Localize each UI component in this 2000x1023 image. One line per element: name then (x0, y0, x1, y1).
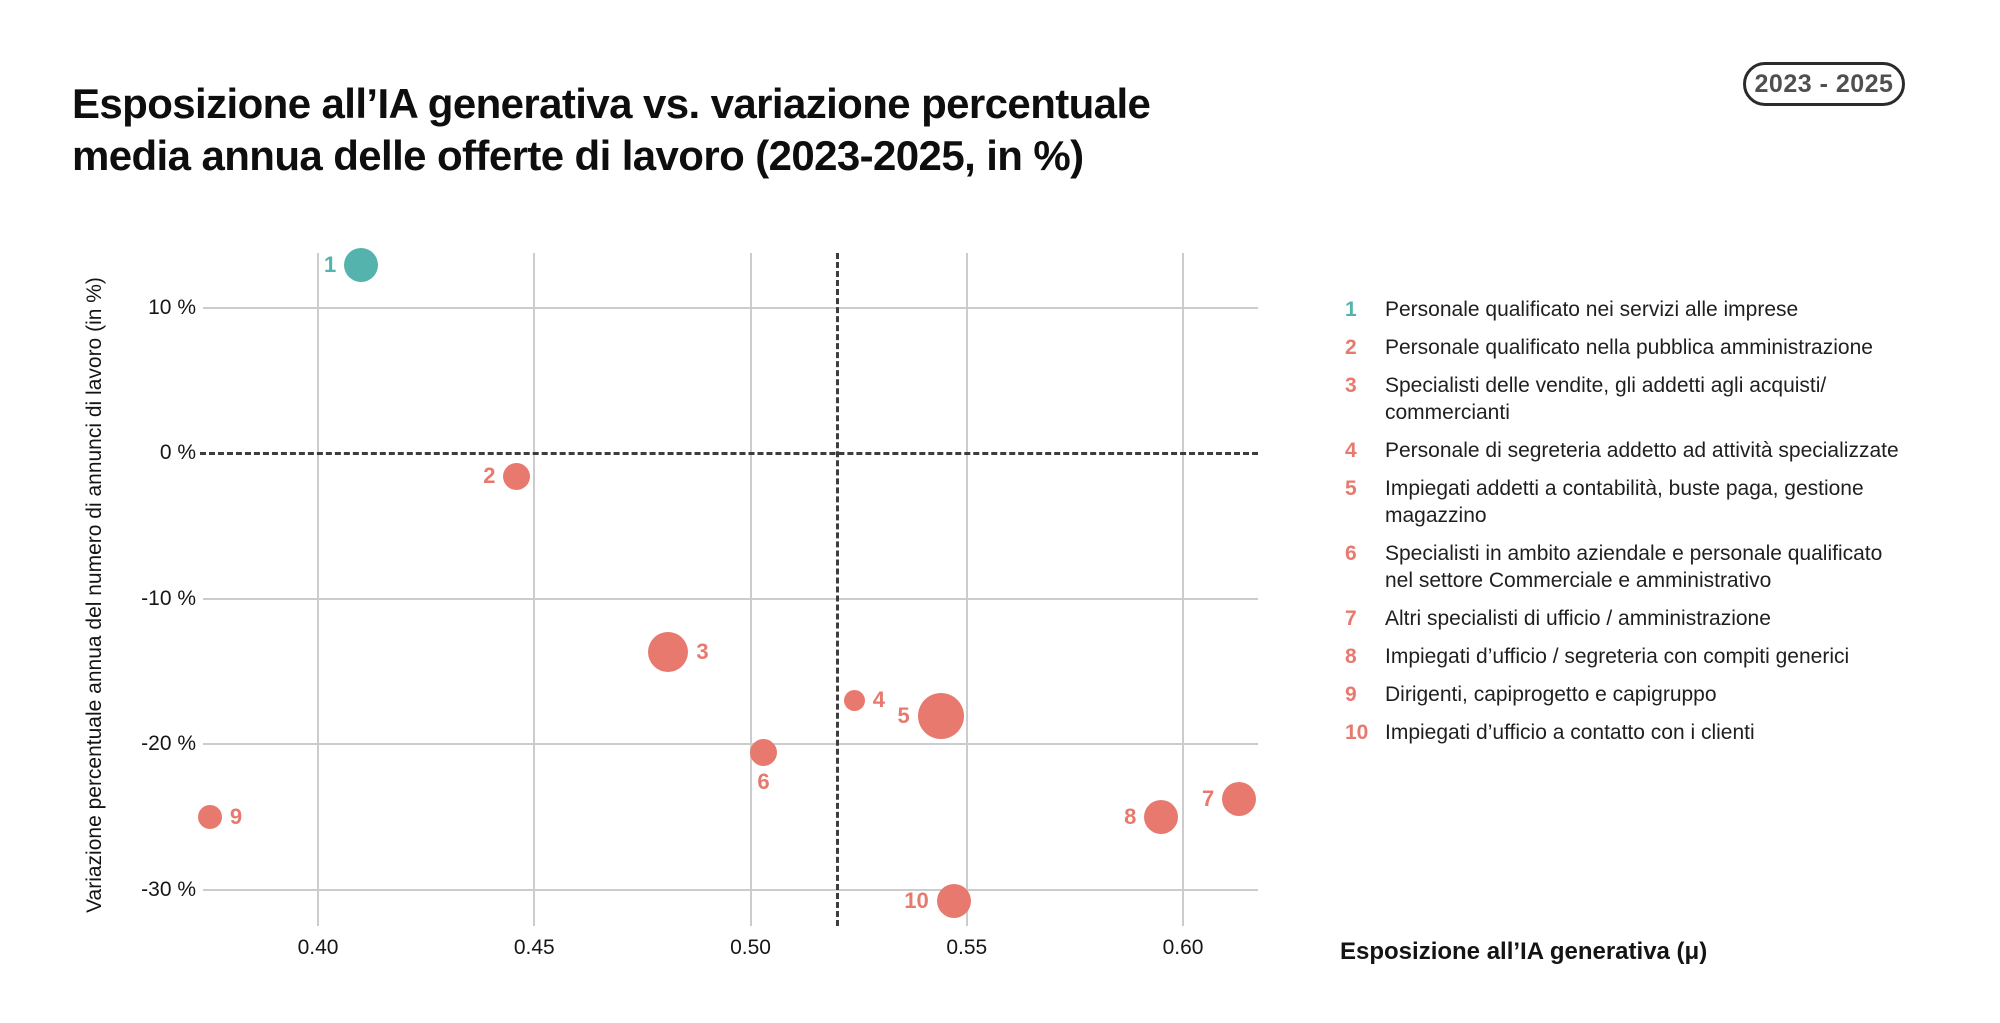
page-title-line1: Esposizione all’IA generativa vs. variaz… (72, 80, 1151, 128)
x-tick-label: 0.45 (513, 936, 555, 959)
legend-item-number: 9 (1345, 683, 1357, 706)
x-axis-label: Esposizione all’IA generativa (μ) (1340, 938, 1708, 965)
legend-item-6: 6 Specialisti in ambito aziendale e perso… (1345, 540, 1985, 594)
point-label-4: 4 (872, 687, 886, 713)
gridline-vertical (533, 253, 536, 926)
gridline-horizontal (203, 888, 1258, 891)
bubble-3 (648, 632, 689, 673)
legend-item-label: Specialisti delle vendite, gli addetti a… (1385, 374, 1827, 424)
legend-item-10: 10 Impiegati d’ufficio a contatto con i c… (1345, 719, 1985, 746)
legend-item-4: 4 Personale di segreteria addetto ad atti… (1345, 437, 1985, 464)
gridline-vertical (317, 253, 319, 926)
legend-item-number: 7 (1345, 607, 1357, 630)
legend: 1 Personale qualificato nei servizi alle … (1345, 296, 1985, 757)
x-tick-label: 0.50 (730, 936, 771, 959)
gridline-horizontal (203, 597, 1258, 600)
point-label-6: 6 (757, 769, 770, 795)
legend-item-9: 9 Dirigenti, capiprogetto e capigruppo (1345, 681, 1985, 708)
gridline-vertical (965, 253, 968, 926)
legend-item-number: 5 (1345, 477, 1357, 500)
legend-item-label: Specialisti in ambito aziendale e person… (1385, 542, 1883, 592)
legend-item-7: 7 Altri specialisti di ufficio / amminist… (1345, 605, 1985, 632)
legend-item-label: Personale qualificato nella pubblica amm… (1385, 336, 1873, 359)
legend-item-number: 3 (1345, 374, 1357, 397)
zero-reference-line (200, 451, 1258, 455)
x-tick-label: 0.60 (1162, 936, 1204, 959)
bubble-7 (1222, 782, 1257, 817)
legend-item-label: Personale qualificato nei servizi alle i… (1385, 298, 1799, 321)
bubble-1 (344, 248, 379, 283)
point-label-9: 9 (229, 803, 243, 829)
legend-item-number: 1 (1345, 298, 1357, 321)
legend-item-label: Dirigenti, capiprogetto e capigruppo (1385, 683, 1717, 706)
legend-item-number: 4 (1345, 439, 1357, 462)
gridline-horizontal (203, 306, 1258, 309)
y-tick-label: -20 % (141, 732, 196, 755)
point-label-8: 8 (1124, 803, 1137, 829)
y-tick-label: 10 % (148, 295, 196, 319)
legend-item-number: 6 (1345, 542, 1357, 565)
legend-item-8: 8 Impiegati d’ufficio / segreteria con co… (1345, 643, 1985, 670)
gridline-horizontal (203, 743, 1258, 745)
y-tick-label: -10 % (141, 586, 196, 610)
gridline-vertical (749, 253, 752, 926)
page-title: Esposizione all’IA generativa vs. variaz… (72, 78, 1151, 182)
legend-item-2: 2 Personale qualificato nella pubblica am… (1345, 334, 1985, 361)
legend-item-label: Impiegati d’ufficio a contatto con i cli… (1385, 721, 1755, 744)
legend-item-1: 1 Personale qualificato nei servizi alle … (1345, 296, 1985, 323)
year-range-badge: 2023 - 2025 (1743, 62, 1905, 106)
legend-item-number: 8 (1345, 645, 1357, 668)
point-label-5: 5 (897, 703, 910, 729)
point-label-1: 1 (324, 252, 337, 278)
y-tick-label: -30 % (141, 877, 196, 901)
x-tick-label: 0.55 (946, 936, 988, 959)
bubble-9 (197, 804, 222, 829)
legend-item-5: 5 Impiegati addetti a contabilità, buste … (1345, 475, 1985, 529)
bubble-10 (936, 884, 971, 919)
point-label-3: 3 (696, 639, 709, 665)
page-title-line2: media annua delle offerte di lavoro (202… (72, 132, 1084, 180)
exposure-reference-line (835, 253, 839, 926)
point-label-7: 7 (1201, 786, 1215, 812)
point-label-2: 2 (483, 463, 496, 489)
y-axis-label: Variazione percentuale annua del numero … (83, 277, 106, 913)
legend-item-label: Altri specialisti di ufficio / amministr… (1385, 607, 1771, 630)
legend-item-number: 10 (1345, 721, 1369, 744)
y-tick-label: 0 % (159, 441, 196, 464)
legend-item-number: 2 (1345, 336, 1357, 359)
x-tick-label: 0.40 (297, 936, 339, 959)
bubble-5 (917, 693, 964, 740)
legend-item-label: Impiegati d’ufficio / segreteria con com… (1385, 645, 1850, 668)
legend-item-label: Personale di segreteria addetto ad attiv… (1385, 439, 1899, 462)
bubble-6 (749, 739, 777, 767)
bubble-2 (503, 462, 531, 490)
legend-item-3: 3 Specialisti delle vendite, gli addetti … (1345, 372, 1985, 426)
legend-item-label: Impiegati addetti a contabilità, buste p… (1385, 477, 1864, 527)
bubble-8 (1144, 799, 1179, 834)
point-label-10: 10 (904, 888, 929, 914)
bubble-4 (843, 689, 865, 711)
gridline-vertical (1182, 253, 1184, 926)
